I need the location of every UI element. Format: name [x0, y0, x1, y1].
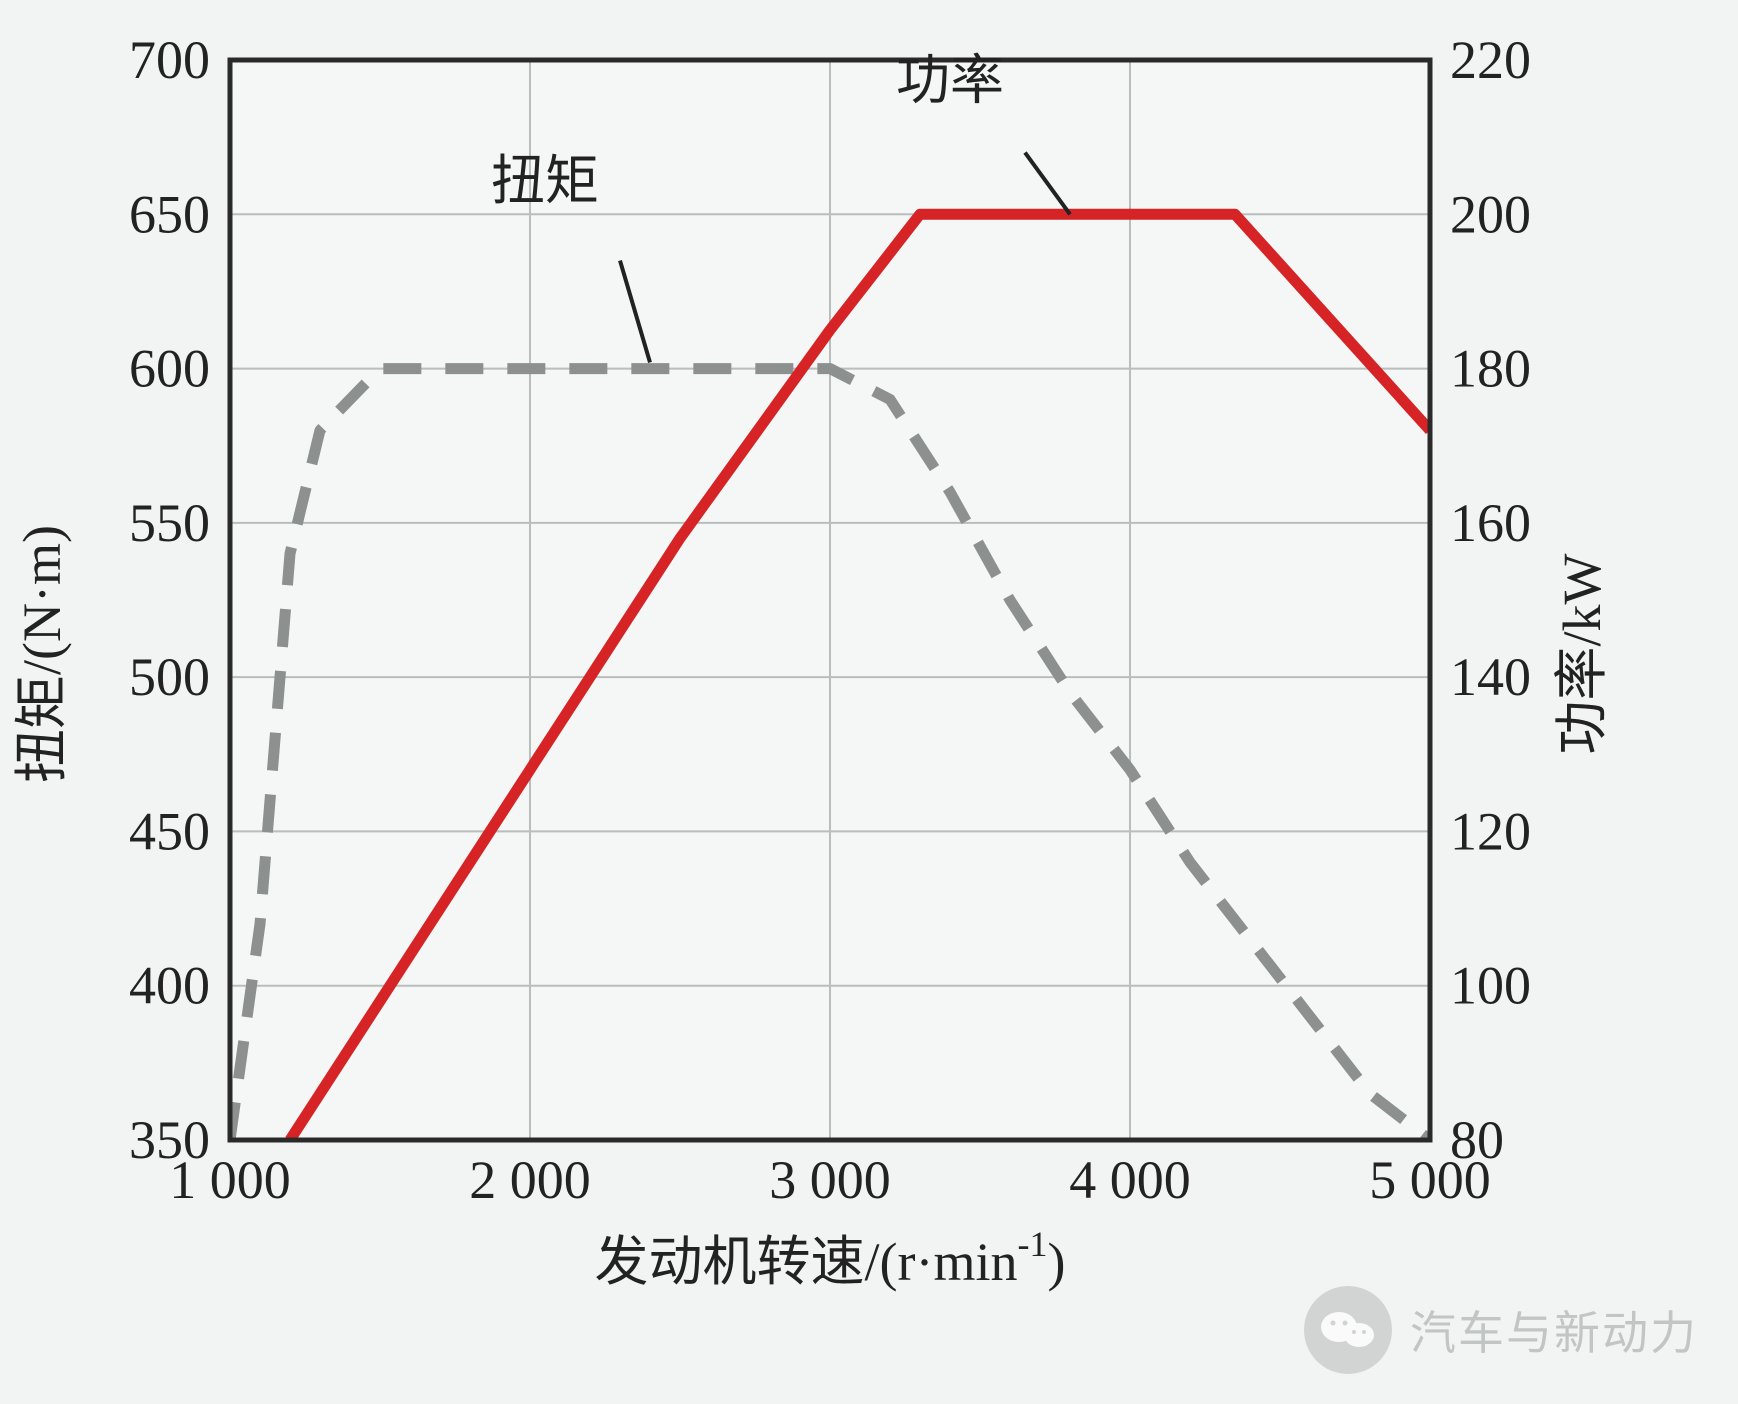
y-right-tick-label: 80: [1450, 1110, 1504, 1170]
y-left-tick-label: 400: [129, 956, 210, 1016]
series-callout-label: 扭矩: [491, 151, 599, 211]
y-right-tick-label: 220: [1450, 30, 1531, 90]
y-right-tick-label: 160: [1450, 493, 1531, 553]
y-left-tick-label: 550: [129, 493, 210, 553]
dual-axis-line-chart: 1 0002 0003 0004 0005 000350400450500550…: [0, 0, 1738, 1404]
y-left-tick-label: 500: [129, 647, 210, 707]
watermark: 汽车与新动力: [1304, 1286, 1698, 1374]
chart-container: 1 0002 0003 0004 0005 000350400450500550…: [0, 0, 1738, 1404]
x-tick-label: 2 000: [469, 1150, 591, 1210]
x-axis-label: 发动机转速/(r·min-1): [595, 1224, 1066, 1292]
wechat-icon: [1304, 1286, 1392, 1374]
x-tick-label: 4 000: [1069, 1150, 1191, 1210]
y-right-axis-label: 功率/kW: [1552, 553, 1612, 754]
y-right-tick-label: 200: [1450, 184, 1531, 244]
y-left-tick-label: 600: [129, 339, 210, 399]
svg-text:发动机转速/(r·min-1): 发动机转速/(r·min-1): [595, 1224, 1066, 1292]
y-right-tick-label: 140: [1450, 647, 1531, 707]
y-right-tick-label: 180: [1450, 339, 1531, 399]
y-right-tick-label: 100: [1450, 956, 1531, 1016]
y-right-tick-label: 120: [1450, 801, 1531, 861]
y-left-axis-label: 扭矩/(N·m): [12, 525, 72, 783]
x-tick-label: 3 000: [769, 1150, 891, 1210]
y-left-tick-label: 650: [129, 184, 210, 244]
y-left-tick-label: 450: [129, 801, 210, 861]
y-left-tick-label: 700: [129, 30, 210, 90]
y-left-tick-label: 350: [129, 1110, 210, 1170]
watermark-text: 汽车与新动力: [1410, 1297, 1698, 1363]
series-callout-label: 功率: [896, 51, 1004, 111]
